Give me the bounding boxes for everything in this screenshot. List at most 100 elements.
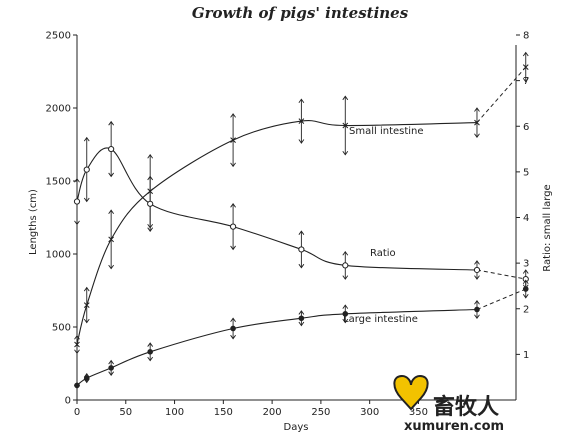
error-arrow-up bbox=[83, 286, 90, 292]
series-small-intestine bbox=[74, 51, 529, 355]
y-axis-right-label: Ratio: small large bbox=[542, 184, 553, 271]
error-arrow-down bbox=[474, 275, 480, 280]
y-right-tick-label: 3 bbox=[523, 259, 529, 270]
error-arrow-up bbox=[342, 250, 349, 256]
data-point bbox=[108, 145, 115, 153]
error-arrow-down bbox=[298, 263, 305, 269]
error-arrow-up bbox=[147, 342, 154, 347]
error-arrow-down bbox=[342, 318, 349, 324]
series-extension-line bbox=[476, 269, 526, 280]
x-tick-label: 50 bbox=[119, 407, 132, 418]
error-arrow-down bbox=[522, 294, 529, 299]
data-point bbox=[342, 122, 349, 129]
error-arrow-up bbox=[108, 120, 115, 126]
error-arrow-up bbox=[298, 98, 305, 104]
watermark: 畜牧人 xumuren.com bbox=[393, 374, 504, 434]
data-point bbox=[74, 382, 80, 389]
error-arrow-down bbox=[474, 133, 480, 138]
y-left-tick-label: 2000 bbox=[46, 104, 71, 115]
data-point bbox=[74, 341, 80, 348]
error-arrow-down bbox=[147, 227, 154, 232]
error-arrow-down bbox=[342, 275, 349, 280]
data-point bbox=[522, 64, 529, 70]
y-left-tick-label: 500 bbox=[52, 323, 71, 334]
data-point bbox=[298, 246, 305, 253]
error-arrow-up bbox=[108, 359, 115, 365]
series-ratio bbox=[73, 120, 529, 289]
x-axis-label: Days bbox=[284, 422, 309, 433]
data-point bbox=[342, 262, 349, 269]
y-right-tick-label: 8 bbox=[523, 31, 529, 42]
x-tick-label: 300 bbox=[360, 407, 379, 418]
error-arrow-up bbox=[342, 95, 349, 101]
data-point bbox=[83, 302, 90, 308]
series-large-intestine bbox=[74, 279, 529, 390]
error-arrow-down bbox=[74, 220, 80, 226]
data-point bbox=[474, 119, 480, 126]
series-line bbox=[76, 147, 478, 271]
chart-title: Growth of pigs' intestines bbox=[192, 4, 409, 22]
data-point bbox=[522, 286, 529, 292]
y-right-tick-label: 1 bbox=[523, 350, 529, 361]
y-axis-left-label: Lengths (cm) bbox=[28, 189, 39, 255]
label-small-intestine: Small intestine bbox=[349, 126, 424, 137]
series-extension-line bbox=[476, 66, 527, 123]
error-arrow-down bbox=[298, 321, 305, 327]
error-arrow-up bbox=[147, 175, 154, 181]
data-point bbox=[83, 375, 90, 381]
series-extension-line bbox=[476, 288, 526, 310]
label-large-intestine: Large intestine bbox=[343, 314, 418, 325]
data-point bbox=[474, 306, 480, 313]
error-arrow-up bbox=[74, 334, 80, 340]
error-arrow-up bbox=[147, 153, 154, 159]
axes bbox=[76, 35, 517, 401]
data-point bbox=[473, 266, 481, 274]
data-point bbox=[230, 137, 236, 143]
y-left-tick-label: 1500 bbox=[46, 177, 71, 188]
y-left-tick-label: 0 bbox=[65, 396, 71, 407]
error-arrow-up bbox=[522, 279, 529, 285]
x-tick-label: 0 bbox=[74, 407, 80, 418]
x-tick-label: 100 bbox=[165, 407, 184, 418]
y-right-tick-label: 5 bbox=[523, 167, 529, 178]
data-point bbox=[73, 198, 81, 205]
error-arrow-up bbox=[230, 203, 236, 208]
ticks: 0 50 100 150 200 250 300 350 0 500 1000 1500 2000 250… bbox=[46, 31, 530, 419]
error-arrow-up bbox=[108, 209, 115, 214]
data-point bbox=[147, 200, 154, 207]
data-point bbox=[108, 365, 114, 371]
data-point bbox=[108, 236, 114, 243]
error-arrow-down bbox=[230, 162, 236, 168]
error-arrow-down bbox=[83, 318, 90, 324]
data-point bbox=[298, 315, 305, 322]
error-arrow-up bbox=[474, 107, 480, 112]
error-arrow-up bbox=[230, 317, 236, 323]
error-arrow-down bbox=[147, 356, 154, 362]
series-layer bbox=[73, 51, 529, 390]
x-tick-label: 150 bbox=[214, 407, 233, 418]
error-arrow-down bbox=[298, 139, 305, 144]
data-point bbox=[298, 118, 305, 124]
error-arrow-down bbox=[74, 349, 80, 355]
y-right-tick-label: 4 bbox=[523, 213, 529, 224]
error-arrow-up bbox=[342, 304, 349, 309]
error-arrow-down bbox=[108, 371, 115, 376]
label-ratio: Ratio bbox=[370, 248, 396, 259]
heart-logo-icon bbox=[393, 374, 429, 411]
error-arrow-down bbox=[83, 197, 90, 203]
data-point bbox=[147, 349, 153, 355]
error-arrow-up bbox=[298, 230, 305, 235]
watermark-en: xumuren.com bbox=[404, 419, 504, 434]
error-arrow-up bbox=[74, 177, 80, 183]
error-arrow-up bbox=[474, 260, 480, 265]
x-tick-label: 250 bbox=[311, 407, 330, 418]
error-arrow-up bbox=[522, 269, 529, 274]
y-left-tick-label: 1000 bbox=[46, 250, 71, 261]
data-point bbox=[83, 166, 90, 173]
x-tick-label: 350 bbox=[409, 407, 428, 418]
error-arrow-up bbox=[522, 51, 529, 57]
error-arrow-up bbox=[83, 136, 90, 142]
error-arrow-up bbox=[298, 310, 305, 315]
error-arrow-up bbox=[474, 299, 480, 305]
error-arrow-down bbox=[108, 264, 115, 270]
